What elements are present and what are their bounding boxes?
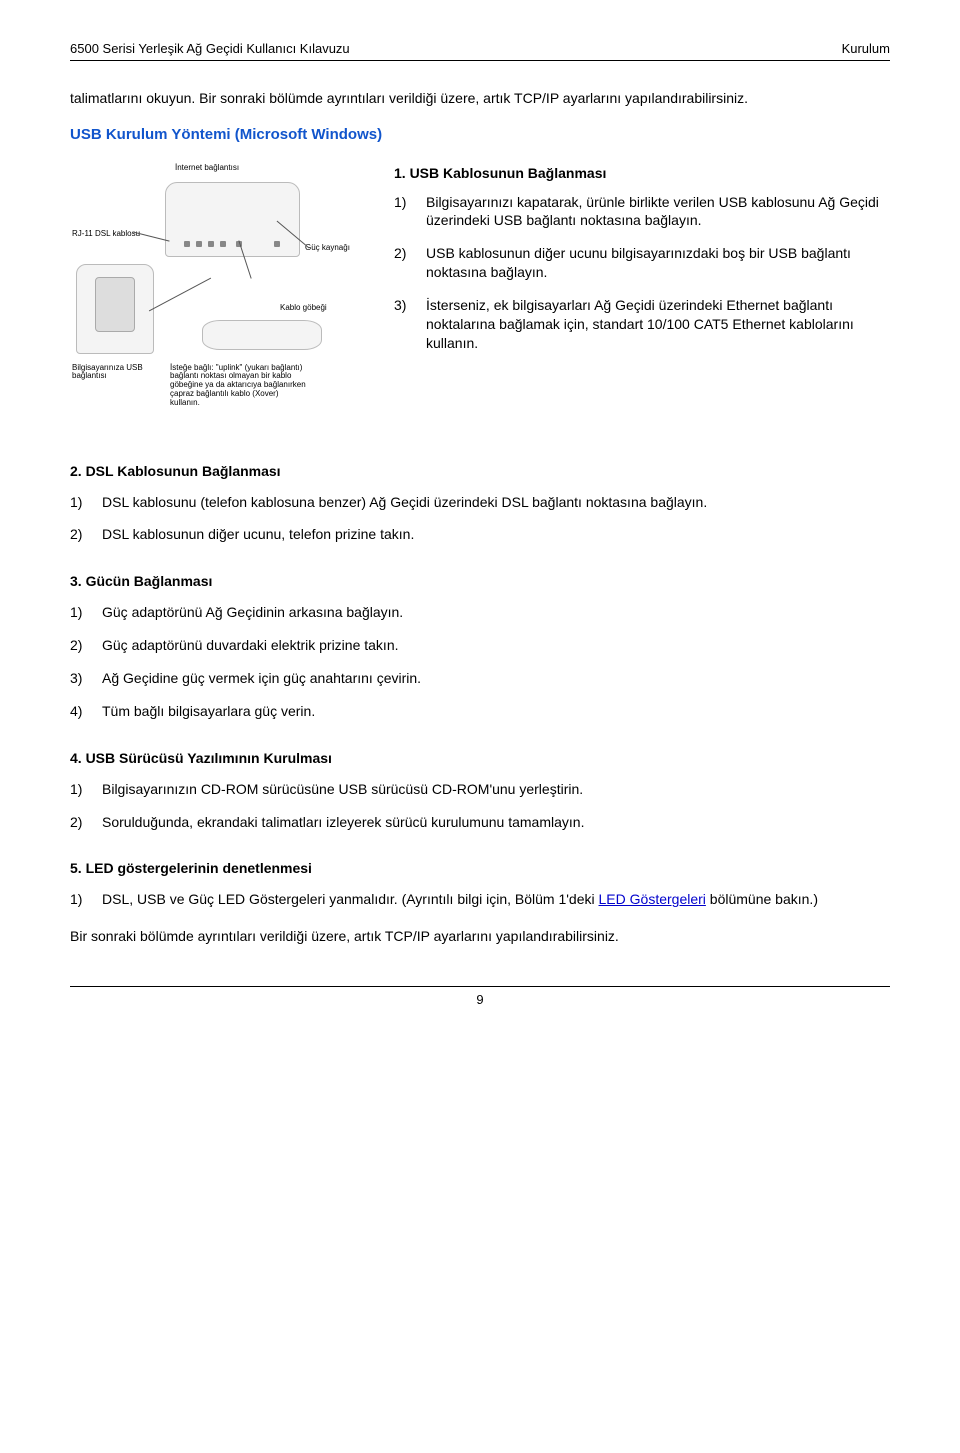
- step4-list: Bilgisayarınızın CD-ROM sürücüsüne USB s…: [70, 780, 890, 832]
- step2-title: 2. DSL Kablosunun Bağlanması: [70, 462, 890, 481]
- list-item: Bilgisayarınızın CD-ROM sürücüsüne USB s…: [96, 780, 890, 799]
- header-right: Kurulum: [842, 40, 890, 58]
- step3-list: Güç adaptörünü Ağ Geçidinin arkasına bağ…: [70, 603, 890, 721]
- diagram-optional-label: İsteğe bağlı: "uplink" (yukarı bağlantı)…: [170, 364, 310, 408]
- gateway-icon: [165, 182, 300, 257]
- usb-block: İnternet bağlantısı RJ-11 DSL kablosu Gü…: [70, 164, 890, 434]
- step4-title: 4. USB Sürücüsü Yazılımının Kurulması: [70, 749, 890, 768]
- list-item: USB kablosunun diğer ucunu bilgisayarını…: [420, 244, 890, 282]
- step3-title: 3. Gücün Bağlanması: [70, 572, 890, 591]
- step5-title: 5. LED göstergelerinin denetlenmesi: [70, 859, 890, 878]
- hub-icon: [202, 320, 322, 350]
- step5-prefix: DSL, USB ve Güç LED Göstergeleri yanmalı…: [102, 891, 599, 907]
- list-item: Tüm bağlı bilgisayarlara güç verin.: [96, 702, 890, 721]
- list-item: Sorulduğunda, ekrandaki talimatları izle…: [96, 813, 890, 832]
- list-item: Bilgisayarınızı kapatarak, ürünle birlik…: [420, 193, 890, 231]
- header-left: 6500 Serisi Yerleşik Ağ Geçidi Kullanıcı…: [70, 40, 350, 58]
- list-item: İsterseniz, ek bilgisayarları Ağ Geçidi …: [420, 296, 890, 353]
- page-number: 9: [476, 992, 483, 1007]
- pc-icon: [76, 264, 154, 354]
- diagram-rj11-label: RJ-11 DSL kablosu: [72, 230, 140, 239]
- step2-list: DSL kablosunu (telefon kablosuna benzer)…: [70, 493, 890, 545]
- list-item: Güç adaptörünü Ağ Geçidinin arkasına bağ…: [96, 603, 890, 622]
- list-item: Ağ Geçidine güç vermek için güç anahtarı…: [96, 669, 890, 688]
- closing-paragraph: Bir sonraki bölümde ayrıntıları verildiğ…: [70, 927, 890, 946]
- led-indicators-link[interactable]: LED Göstergeleri: [599, 891, 706, 907]
- list-item: DSL kablosunun diğer ucunu, telefon priz…: [96, 525, 890, 544]
- diagram-pc-usb-label: Bilgisayarınıza USB bağlantısı: [72, 364, 154, 382]
- page-footer: 9: [70, 986, 890, 1009]
- list-item: DSL, USB ve Güç LED Göstergeleri yanmalı…: [96, 890, 890, 909]
- step1-list: Bilgisayarınızı kapatarak, ürünle birlik…: [394, 193, 890, 353]
- step5-suffix: bölümüne bakın.): [706, 891, 818, 907]
- list-item: Güç adaptörünü duvardaki elektrik prizin…: [96, 636, 890, 655]
- list-item: DSL kablosunu (telefon kablosuna benzer)…: [96, 493, 890, 512]
- step1-title: 1. USB Kablosunun Bağlanması: [394, 164, 890, 183]
- page-header: 6500 Serisi Yerleşik Ağ Geçidi Kullanıcı…: [70, 40, 890, 61]
- step1-block: 1. USB Kablosunun Bağlanması Bilgisayarı…: [394, 164, 890, 367]
- diagram-hub-label: Kablo göbeği: [280, 304, 327, 313]
- diagram-internet-label: İnternet bağlantısı: [175, 164, 239, 173]
- diagram-power-label: Güç kaynağı: [305, 244, 350, 253]
- step5-list: DSL, USB ve Güç LED Göstergeleri yanmalı…: [70, 890, 890, 909]
- cable-line: [149, 277, 211, 311]
- connection-diagram: İnternet bağlantısı RJ-11 DSL kablosu Gü…: [70, 164, 370, 434]
- intro-paragraph: talimatlarını okuyun. Bir sonraki bölümd…: [70, 89, 890, 108]
- usb-section-title: USB Kurulum Yöntemi (Microsoft Windows): [70, 125, 890, 145]
